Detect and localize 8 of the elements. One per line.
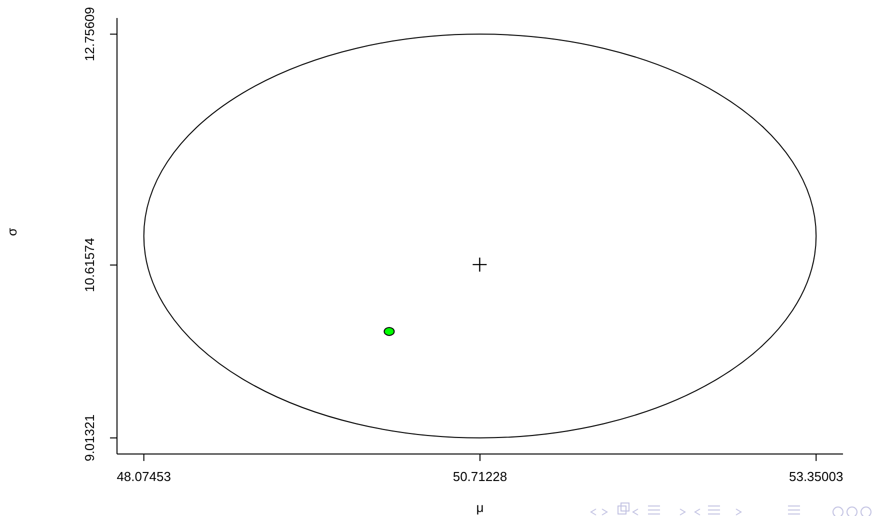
- y-tick-label: 10.61574: [82, 238, 97, 292]
- y-tick-label: 12.75609: [82, 7, 97, 62]
- x-axis-title: μ: [476, 500, 484, 515]
- y-axis-title: σ: [4, 228, 20, 236]
- y-tick-label: 9.01321: [82, 414, 97, 462]
- x-tick-label: 50.71228: [452, 469, 508, 484]
- x-tick-label: 48.07453: [116, 469, 171, 484]
- x-tick-label: 53.35003: [789, 469, 844, 484]
